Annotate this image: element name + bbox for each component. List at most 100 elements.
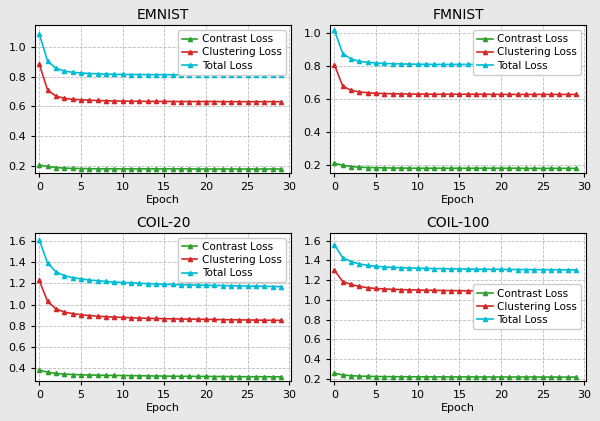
Total Loss bbox=[456, 62, 463, 67]
Contrast Loss bbox=[572, 375, 580, 380]
Clustering Loss bbox=[506, 92, 513, 97]
Clustering Loss bbox=[556, 92, 563, 97]
Contrast Loss bbox=[373, 165, 380, 170]
Total Loss bbox=[144, 281, 151, 286]
Contrast Loss bbox=[119, 373, 126, 378]
Contrast Loss bbox=[194, 166, 201, 171]
Total Loss bbox=[269, 72, 276, 77]
Total Loss bbox=[119, 72, 126, 77]
Clustering Loss bbox=[406, 287, 413, 292]
Clustering Loss bbox=[253, 99, 260, 104]
Total Loss bbox=[464, 62, 472, 67]
Total Loss bbox=[202, 72, 209, 77]
Total Loss bbox=[439, 62, 446, 67]
Total Loss bbox=[422, 266, 430, 271]
Clustering Loss bbox=[331, 268, 338, 273]
Clustering Loss bbox=[397, 287, 404, 292]
Contrast Loss bbox=[269, 166, 276, 171]
Title: COIL-100: COIL-100 bbox=[427, 216, 490, 230]
Contrast Loss bbox=[127, 373, 134, 378]
Legend: Contrast Loss, Clustering Loss, Total Loss: Contrast Loss, Clustering Loss, Total Lo… bbox=[473, 285, 581, 329]
Clustering Loss bbox=[448, 288, 455, 293]
Clustering Loss bbox=[161, 316, 168, 321]
Total Loss bbox=[448, 62, 455, 67]
Contrast Loss bbox=[236, 166, 243, 171]
Clustering Loss bbox=[119, 99, 126, 104]
Total Loss bbox=[389, 61, 397, 66]
Total Loss bbox=[414, 62, 421, 67]
Contrast Loss bbox=[69, 372, 76, 377]
Title: COIL-20: COIL-20 bbox=[136, 216, 190, 230]
Total Loss bbox=[439, 266, 446, 271]
Clustering Loss bbox=[211, 99, 218, 104]
Line: Contrast Loss: Contrast Loss bbox=[37, 163, 283, 171]
Clustering Loss bbox=[169, 316, 176, 321]
Total Loss bbox=[373, 61, 380, 66]
Total Loss bbox=[77, 276, 85, 281]
Contrast Loss bbox=[472, 374, 479, 379]
Contrast Loss bbox=[194, 374, 201, 379]
Contrast Loss bbox=[61, 165, 68, 171]
Total Loss bbox=[431, 266, 438, 271]
Clustering Loss bbox=[431, 288, 438, 293]
Contrast Loss bbox=[339, 163, 346, 168]
Total Loss bbox=[481, 267, 488, 272]
Clustering Loss bbox=[572, 289, 580, 294]
Total Loss bbox=[169, 72, 176, 77]
Contrast Loss bbox=[356, 373, 363, 378]
Total Loss bbox=[339, 51, 346, 56]
Total Loss bbox=[178, 282, 185, 287]
Contrast Loss bbox=[110, 166, 118, 171]
Clustering Loss bbox=[69, 311, 76, 316]
Total Loss bbox=[269, 284, 276, 289]
Contrast Loss bbox=[397, 165, 404, 171]
Total Loss bbox=[77, 70, 85, 75]
Contrast Loss bbox=[244, 166, 251, 171]
Total Loss bbox=[489, 267, 496, 272]
Clustering Loss bbox=[506, 288, 513, 293]
Clustering Loss bbox=[381, 91, 388, 96]
Total Loss bbox=[414, 266, 421, 271]
Legend: Contrast Loss, Clustering Loss, Total Loss: Contrast Loss, Clustering Loss, Total Lo… bbox=[473, 30, 581, 75]
Clustering Loss bbox=[77, 312, 85, 317]
Contrast Loss bbox=[556, 166, 563, 171]
Line: Contrast Loss: Contrast Loss bbox=[332, 371, 578, 379]
Clustering Loss bbox=[144, 316, 151, 321]
Clustering Loss bbox=[497, 92, 505, 97]
Contrast Loss bbox=[103, 373, 110, 378]
Total Loss bbox=[244, 284, 251, 289]
Contrast Loss bbox=[44, 370, 51, 375]
Total Loss bbox=[331, 242, 338, 247]
Clustering Loss bbox=[514, 92, 521, 97]
Total Loss bbox=[144, 72, 151, 77]
Total Loss bbox=[178, 72, 185, 77]
Clustering Loss bbox=[439, 92, 446, 97]
Total Loss bbox=[531, 62, 538, 67]
X-axis label: Epoch: Epoch bbox=[441, 195, 475, 205]
Title: FMNIST: FMNIST bbox=[433, 8, 484, 22]
Total Loss bbox=[86, 71, 93, 76]
Total Loss bbox=[69, 275, 76, 280]
Contrast Loss bbox=[472, 166, 479, 171]
Clustering Loss bbox=[464, 288, 472, 293]
Total Loss bbox=[489, 62, 496, 67]
Total Loss bbox=[556, 62, 563, 67]
Clustering Loss bbox=[136, 316, 143, 321]
Clustering Loss bbox=[236, 99, 243, 104]
Clustering Loss bbox=[373, 91, 380, 96]
Line: Clustering Loss: Clustering Loss bbox=[332, 63, 578, 96]
Line: Clustering Loss: Clustering Loss bbox=[332, 268, 578, 293]
Total Loss bbox=[52, 66, 59, 71]
Contrast Loss bbox=[456, 166, 463, 171]
Clustering Loss bbox=[331, 62, 338, 67]
Total Loss bbox=[397, 265, 404, 270]
Total Loss bbox=[127, 280, 134, 285]
Clustering Loss bbox=[381, 286, 388, 291]
Contrast Loss bbox=[464, 374, 472, 379]
Contrast Loss bbox=[572, 166, 580, 171]
Total Loss bbox=[531, 267, 538, 272]
Contrast Loss bbox=[514, 166, 521, 171]
Contrast Loss bbox=[481, 375, 488, 380]
Total Loss bbox=[202, 283, 209, 288]
Clustering Loss bbox=[161, 99, 168, 104]
